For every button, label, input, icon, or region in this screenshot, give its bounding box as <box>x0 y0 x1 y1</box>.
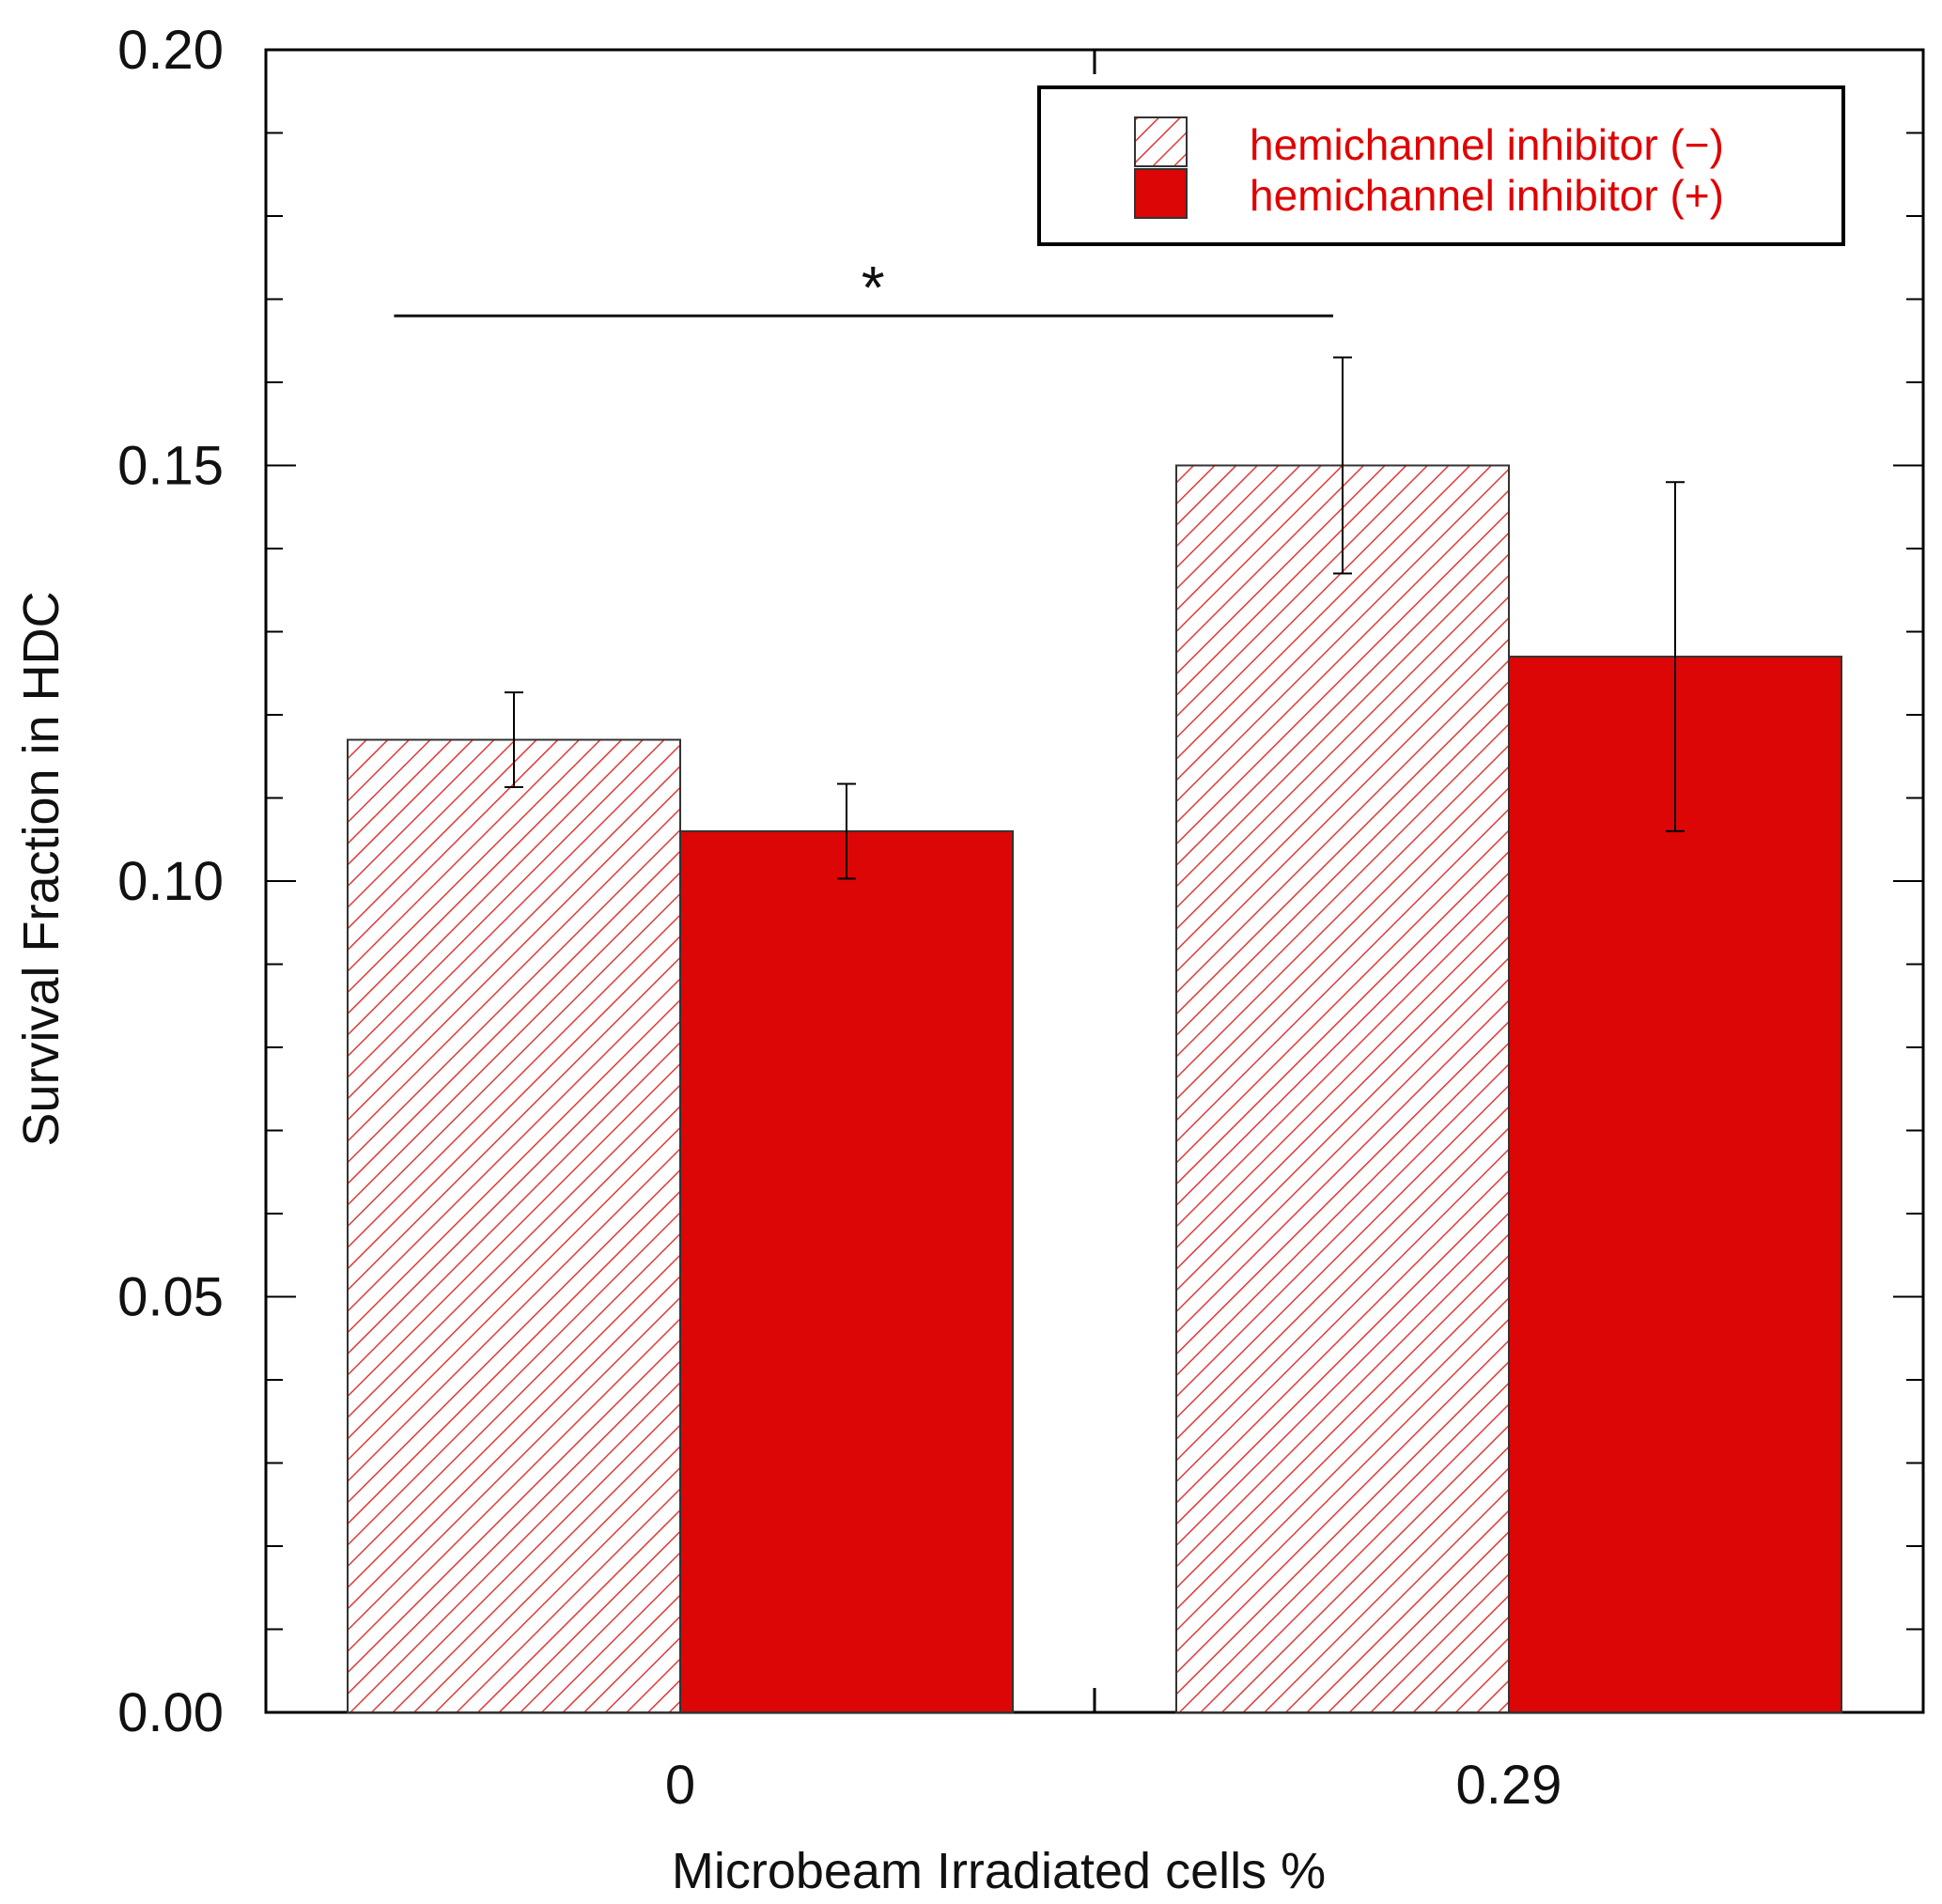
significance-marker: * <box>394 254 1333 321</box>
bar-inhibitor-minus <box>347 738 681 1713</box>
y-axis-title: Survival Fraction in HDC <box>13 591 70 1146</box>
x-tick-label: 0.29 <box>1456 1755 1562 1816</box>
legend-swatch-solid <box>1134 168 1188 219</box>
error-bars <box>505 356 1685 880</box>
y-tick-label: 0.20 <box>117 20 224 81</box>
x-axis-labels: 0 0.29 <box>665 50 1562 1816</box>
bar-inhibitor-plus <box>1508 656 1842 1713</box>
legend-swatch-hatched <box>1134 116 1188 167</box>
y-tick-label: 0.05 <box>117 1267 224 1328</box>
x-tick-label: 0 <box>665 1755 695 1816</box>
bars <box>347 464 1842 1713</box>
legend-label-inhibitor-plus: hemichannel inhibitor (+) <box>1250 171 1724 220</box>
y-tick-label: 0.10 <box>117 851 224 912</box>
y-tick-label: 0.15 <box>117 436 224 497</box>
legend-label-inhibitor-minus: hemichannel inhibitor (−) <box>1250 120 1724 169</box>
x-axis-title: Microbeam Irradiated cells % <box>672 1843 1326 1899</box>
legend: hemichannel inhibitor (−) hemichannel in… <box>1037 85 1845 246</box>
significance-label: * <box>862 254 885 321</box>
bar-inhibitor-plus <box>679 829 1014 1713</box>
y-axis-ticks: 0.00 0.05 0.10 0.15 0.20 <box>117 20 1923 1743</box>
y-tick-label: 0.00 <box>117 1682 224 1743</box>
bar-inhibitor-minus <box>1175 464 1510 1713</box>
